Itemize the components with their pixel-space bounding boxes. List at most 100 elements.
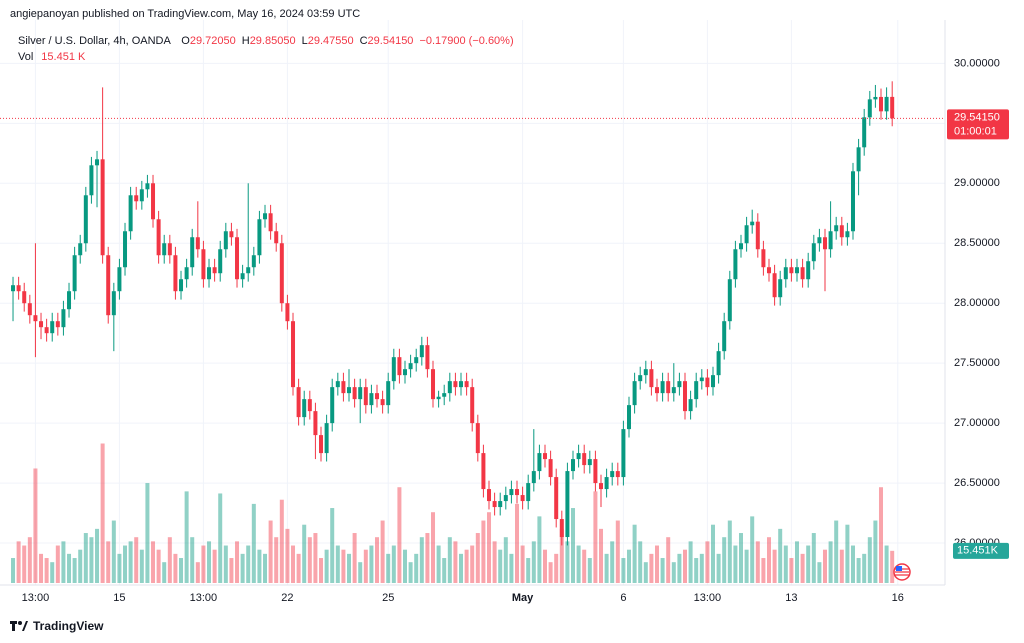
candle-body [599, 483, 604, 490]
candle-body [335, 381, 340, 388]
volume-bar [11, 558, 16, 583]
candle-body [397, 357, 402, 376]
candle-body [78, 243, 83, 256]
candle-body [358, 387, 363, 400]
volume-bar [89, 537, 94, 583]
candle-body [761, 249, 766, 268]
candle-body [145, 183, 150, 190]
candle-body [621, 429, 626, 478]
volume-bar [571, 508, 576, 583]
volume-bar [778, 528, 783, 583]
candle-body [565, 471, 570, 538]
volume-bar [386, 553, 391, 583]
candle-body [369, 393, 374, 406]
candle-body [710, 375, 715, 388]
candle-body [884, 96, 889, 112]
candle-body [778, 279, 783, 298]
x-tick-label: 15 [113, 592, 125, 604]
ohlc-key: H [242, 35, 250, 47]
volume-bar [822, 549, 827, 583]
volume-bar [498, 549, 503, 583]
volume-bar [408, 562, 413, 583]
candle-body [845, 231, 850, 238]
volume-bar [425, 533, 430, 583]
candle-body [509, 489, 514, 496]
volume-bar [341, 549, 346, 583]
last-volume-box [953, 542, 1009, 559]
candle-body [386, 381, 391, 406]
candle-body [470, 387, 475, 424]
volume-bar [27, 537, 32, 583]
volume-bar [240, 553, 245, 583]
volume-bar [856, 558, 861, 583]
candle-body [487, 489, 492, 502]
volume-bar [615, 520, 620, 583]
volume-bar [688, 541, 693, 583]
volume-bar [873, 520, 878, 583]
candle-body [111, 291, 116, 316]
candle-body [67, 291, 72, 310]
x-tick-label: 13:00 [694, 592, 722, 604]
candle-body [229, 231, 234, 238]
candle-body [179, 279, 184, 292]
volume-bar [475, 533, 480, 583]
volume-bar [683, 549, 688, 583]
volume-bar [526, 558, 531, 583]
candle-body [722, 321, 727, 352]
candle-body [604, 477, 609, 490]
volume-bar [212, 549, 217, 583]
y-tick-label: 26.50000 [954, 477, 1000, 489]
candle-body [492, 501, 497, 508]
candle-pane [11, 81, 895, 546]
candle-body [184, 267, 189, 280]
candle-body [190, 237, 195, 268]
volume-bar [453, 541, 458, 583]
volume-bar [151, 541, 156, 583]
candle-body [520, 495, 525, 502]
volume-bar [229, 558, 234, 583]
grid [0, 20, 945, 585]
candle-body [783, 267, 788, 280]
volume-bar [587, 558, 592, 583]
volume-bar [733, 545, 738, 583]
candle-body [744, 225, 749, 244]
volume-bar [100, 443, 105, 583]
candle-body [22, 291, 27, 304]
candle-body [822, 237, 827, 250]
volume-bar [884, 545, 889, 583]
volume-bar [817, 562, 822, 583]
candle-body [548, 459, 553, 478]
x-tick-label: 13:00 [22, 592, 50, 604]
volume-bar [789, 558, 794, 583]
y-tick-label: 28.00000 [954, 297, 1000, 309]
y-tick-label: 27.50000 [954, 357, 1000, 369]
candle-body [643, 369, 648, 376]
ohlc-value: 29.47550 [308, 35, 354, 47]
volume-bar [307, 537, 312, 583]
volume-bar [184, 491, 189, 583]
volume-bar [55, 545, 60, 583]
volume-bar [464, 549, 469, 583]
volume-bar [50, 562, 55, 583]
volume-bar [218, 493, 223, 583]
candle-body [419, 345, 424, 358]
candle-body [431, 369, 436, 400]
ohlc-value: 29.72050 [190, 35, 236, 47]
volume-bar [806, 545, 811, 583]
candle-body [587, 459, 592, 466]
candle-body [878, 96, 883, 112]
volume-bar [660, 558, 665, 583]
vol-label: Vol [18, 51, 33, 63]
candle-body [285, 303, 290, 322]
candle-body [632, 381, 637, 406]
candle-body [554, 477, 559, 520]
change: −0.17900 (−0.60%) [419, 35, 513, 47]
candle-body [296, 387, 301, 418]
candle-body [44, 327, 49, 334]
candle-body [475, 423, 480, 454]
candle-body [72, 255, 77, 292]
event-icon-canton [896, 566, 902, 571]
volume-bar [363, 549, 368, 583]
volume-bar [548, 562, 553, 583]
candle-body [447, 381, 452, 394]
